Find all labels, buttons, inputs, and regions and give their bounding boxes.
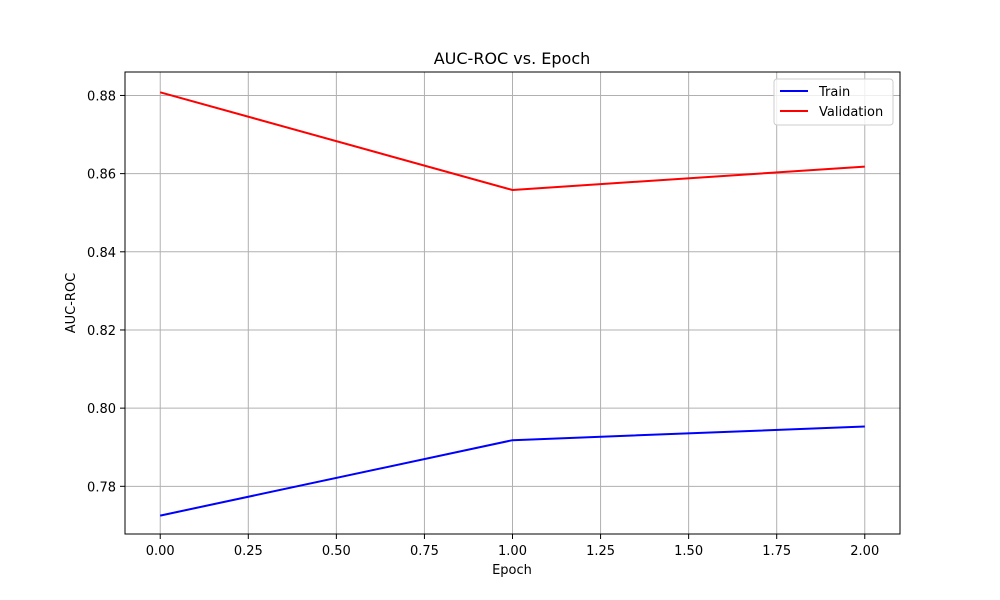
y-tick-label: 0.78 — [87, 480, 116, 495]
x-tick-label: 0.25 — [234, 544, 263, 559]
legend: Train Validation — [773, 78, 894, 126]
legend-label-train: Train — [818, 85, 850, 100]
series-layer — [159, 91, 865, 517]
y-axis: 0.78 0.80 0.82 0.84 0.86 0.88 — [87, 89, 125, 495]
x-tick-label: 1.25 — [586, 544, 615, 559]
x-axis-label: Epoch — [492, 563, 532, 578]
chart-title: AUC-ROC vs. Epoch — [434, 49, 591, 68]
x-tick-label: 1.75 — [762, 544, 791, 559]
series-line-validation — [159, 91, 865, 191]
series-line-train — [159, 425, 865, 517]
y-tick-label: 0.80 — [87, 402, 116, 417]
x-tick-label: 2.00 — [850, 544, 879, 559]
y-tick-label: 0.82 — [87, 324, 116, 339]
y-axis-label: AUC-ROC — [64, 273, 79, 334]
x-tick-label: 0.75 — [410, 544, 439, 559]
legend-label-validation: Validation — [819, 105, 883, 120]
y-tick-label: 0.86 — [87, 168, 116, 183]
y-tick-label: 0.84 — [87, 246, 116, 261]
x-tick-label: 1.00 — [498, 544, 527, 559]
y-tick-label: 0.88 — [87, 89, 116, 104]
x-tick-label: 1.50 — [674, 544, 703, 559]
grid — [125, 72, 900, 534]
x-tick-label: 0.00 — [146, 544, 175, 559]
x-tick-label: 0.50 — [322, 544, 351, 559]
x-axis: 0.00 0.25 0.50 0.75 1.00 1.25 1.50 1.75 2.00 — [146, 534, 879, 559]
